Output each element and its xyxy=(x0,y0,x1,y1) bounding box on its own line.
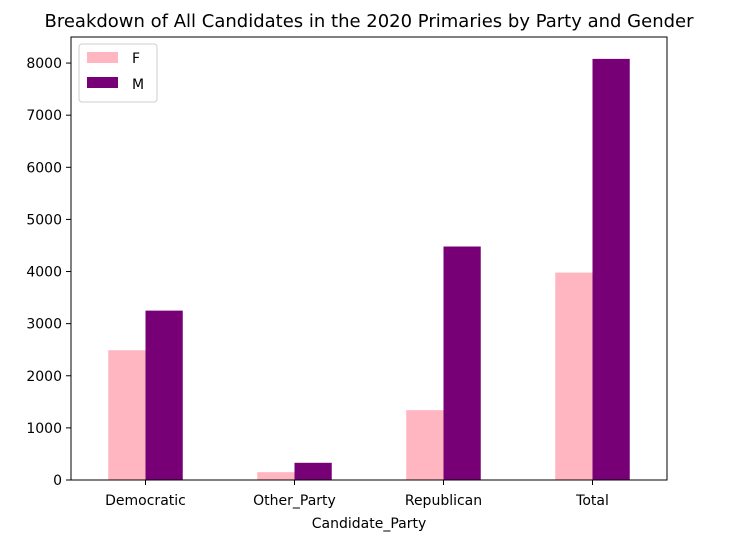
chart-title: Breakdown of All Candidates in the 2020 … xyxy=(44,11,694,32)
y-tick-label: 5000 xyxy=(26,212,62,228)
bar-f-total xyxy=(555,272,593,480)
bar-f-other-party xyxy=(257,472,295,480)
y-axis: 0 1000 2000 3000 4000 5000 6000 7000 8000 xyxy=(26,56,71,489)
y-tick-label: 1000 xyxy=(26,421,62,437)
x-axis: Democratic Other_Party Republican Total xyxy=(105,480,609,509)
bars-layer xyxy=(108,58,630,480)
plot-frame xyxy=(70,36,668,481)
x-axis-label: Candidate_Party xyxy=(312,516,427,532)
y-tick-label: 3000 xyxy=(26,317,62,333)
bar-m-total xyxy=(592,58,630,480)
bar-m-republican xyxy=(443,246,481,480)
legend-swatch-m xyxy=(87,77,118,88)
y-tick-label: 7000 xyxy=(26,108,62,124)
legend-label-f: F xyxy=(132,51,140,67)
bar-f-democratic xyxy=(108,350,146,480)
y-tick-label: 2000 xyxy=(26,369,62,385)
x-tick-label: Other_Party xyxy=(253,493,336,509)
bar-m-other-party xyxy=(294,462,332,480)
y-tick-label: 4000 xyxy=(26,265,62,281)
x-tick-label: Republican xyxy=(405,493,482,509)
legend: F M xyxy=(78,43,158,103)
y-tick-label: 8000 xyxy=(26,56,62,72)
x-tick-label: Total xyxy=(575,493,609,509)
x-tick-label: Democratic xyxy=(105,493,186,509)
bar-m-democratic xyxy=(145,310,183,480)
y-tick-label: 6000 xyxy=(26,160,62,176)
legend-swatch-f xyxy=(87,52,118,63)
y-tick-label: 0 xyxy=(53,473,62,489)
legend-label-m: M xyxy=(132,77,144,93)
bar-f-republican xyxy=(406,410,444,480)
